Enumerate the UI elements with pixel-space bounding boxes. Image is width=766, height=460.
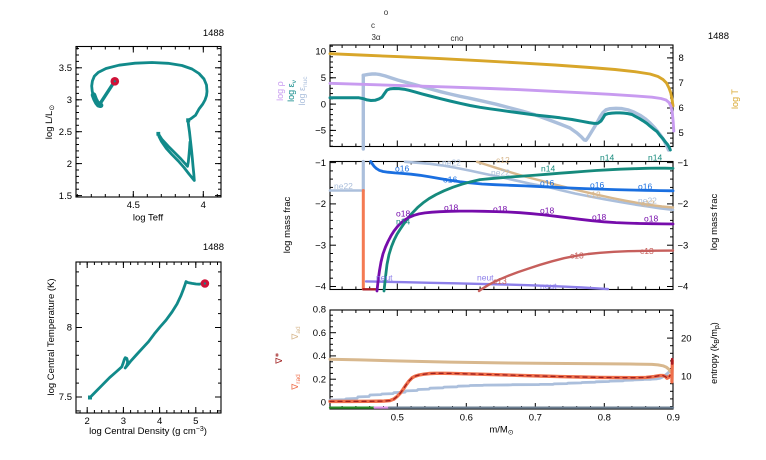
svg-text:ne22: ne22 [491,168,510,178]
svg-text:n14: n14 [396,217,410,227]
svg-text:neut: neut [376,273,393,283]
svg-text:c12: c12 [587,190,601,200]
svg-text:neut: neut [477,273,494,283]
svg-text:m/M⊙: m/M⊙ [489,425,513,437]
svg-text:o18: o18 [444,203,458,213]
svg-text:7: 7 [679,78,684,89]
svg-text:0.7: 0.7 [529,413,542,424]
svg-text:8: 8 [67,323,72,334]
svg-text:entropy (kB/mp): entropy (kB/mp) [709,322,721,384]
svg-text:−3: −3 [678,240,689,251]
svg-text:cno: cno [451,34,464,43]
svg-text:3: 3 [121,416,126,427]
svg-text:0.6: 0.6 [313,328,326,339]
svg-text:10: 10 [315,47,326,58]
svg-text:o: o [384,8,389,17]
svg-text:c: c [371,21,375,30]
svg-text:0.5: 0.5 [391,413,404,424]
svg-text:−1: −1 [678,158,689,169]
svg-text:20: 20 [681,333,692,344]
svg-text:n14: n14 [541,164,555,174]
svg-text:o16: o16 [540,178,554,188]
svg-text:5: 5 [193,416,198,427]
svg-text:5: 5 [321,73,326,84]
svg-text:ne22: ne22 [334,181,353,191]
svg-text:c12: c12 [496,155,510,165]
svg-text:log ρ: log ρ [275,81,285,101]
svg-text:o18: o18 [592,212,606,222]
svg-text:0: 0 [321,99,326,110]
svg-text:2: 2 [85,416,90,427]
svg-text:n14: n14 [600,153,614,163]
svg-text:1.5: 1.5 [59,191,72,202]
svg-text:4: 4 [201,200,206,211]
svg-text:c13: c13 [570,251,584,261]
svg-text:4.5: 4.5 [127,200,140,211]
svg-text:3.5: 3.5 [59,63,72,74]
svg-text:o16: o16 [443,175,457,185]
svg-text:o18: o18 [644,214,658,224]
svg-text:1488: 1488 [708,31,729,42]
svg-text:−2: −2 [315,199,326,210]
svg-text:ne22: ne22 [638,196,657,206]
svg-text:3: 3 [67,95,72,106]
svg-text:0: 0 [321,398,326,409]
svg-text:ne22: ne22 [442,158,461,168]
svg-text:log Central Temperature (K): log Central Temperature (K) [46,278,57,395]
svg-text:−1: −1 [315,158,326,169]
svg-text:o16: o16 [590,180,604,190]
svg-text:n14: n14 [648,153,662,163]
svg-text:log L/L⊙: log L/L⊙ [44,105,56,140]
svg-text:log mass frac: log mass frac [282,197,293,254]
svg-text:−2: −2 [678,199,689,210]
svg-text:5: 5 [679,128,684,139]
svg-text:o18: o18 [540,206,554,216]
svg-text:1488: 1488 [203,242,224,253]
svg-text:o16: o16 [395,164,409,174]
svg-text:o16: o16 [638,182,652,192]
svg-text:log T: log T [730,89,740,109]
svg-text:7.5: 7.5 [59,392,72,403]
svg-text:c13: c13 [493,276,507,286]
svg-text:neut: neut [540,281,557,291]
svg-text:−3: −3 [315,240,326,251]
svg-text:3α: 3α [371,33,380,42]
svg-text:log εν: log εν [286,80,298,102]
svg-text:c12: c12 [641,199,655,209]
svg-text:2.5: 2.5 [59,127,72,138]
svg-text:2: 2 [67,159,72,170]
svg-text:0.8: 0.8 [313,305,326,316]
svg-text:4: 4 [157,416,162,427]
svg-text:−4: −4 [678,282,689,293]
svg-text:o18: o18 [493,204,507,214]
svg-text:−4: −4 [315,282,326,293]
svg-text:log mass frac: log mass frac [709,194,720,251]
svg-text:0.2: 0.2 [313,374,326,385]
svg-text:∇∗: ∇∗ [274,352,284,364]
svg-text:6: 6 [679,103,684,114]
svg-text:0.8: 0.8 [598,413,611,424]
svg-text:c13: c13 [640,246,654,256]
svg-text:10: 10 [681,371,692,382]
svg-text:0.6: 0.6 [460,413,473,424]
svg-text:log Central Density (g cm−3): log Central Density (g cm−3) [89,426,207,437]
svg-text:log Teff: log Teff [133,213,164,224]
svg-text:o18: o18 [396,209,410,219]
svg-text:0.4: 0.4 [313,351,326,362]
svg-text:0.9: 0.9 [667,413,680,424]
svg-text:−5: −5 [315,126,326,137]
svg-text:8: 8 [679,53,684,64]
svg-text:1488: 1488 [203,28,224,39]
